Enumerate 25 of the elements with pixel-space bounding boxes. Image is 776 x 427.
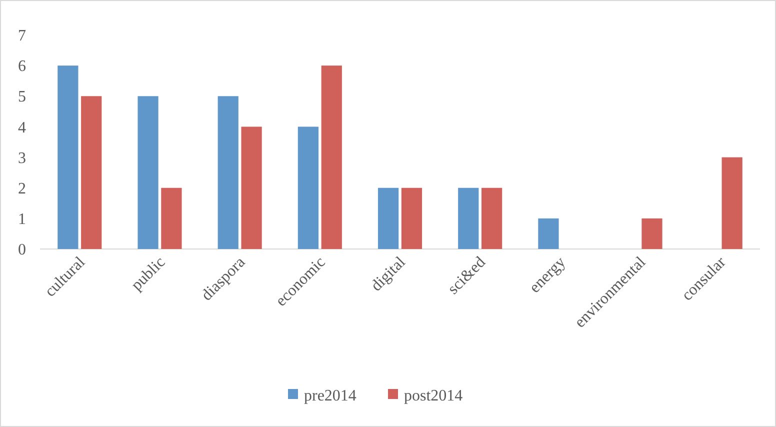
bar [218,96,238,249]
y-tick-label: 5 [18,88,26,106]
y-tick-label: 7 [18,28,26,45]
y-tick-label: 4 [18,119,26,136]
legend-label: pre2014 [304,388,356,405]
bar [298,126,319,249]
y-tick-label: 2 [18,180,26,198]
bar [401,188,422,249]
bar [642,218,662,249]
bar [161,188,182,249]
bar [138,96,158,249]
bar [81,96,102,249]
bar [458,188,479,249]
bar [722,157,742,249]
y-tick-label: 0 [18,242,26,259]
legend-label: post2014 [404,388,463,405]
bar [241,126,262,249]
bar [58,66,78,249]
y-tick-label: 6 [18,58,26,76]
bar [538,218,559,249]
y-tick-label: 1 [18,211,26,228]
bar [481,188,502,249]
bar [378,188,399,249]
bar [321,66,342,249]
y-tick-label: 3 [18,150,26,167]
